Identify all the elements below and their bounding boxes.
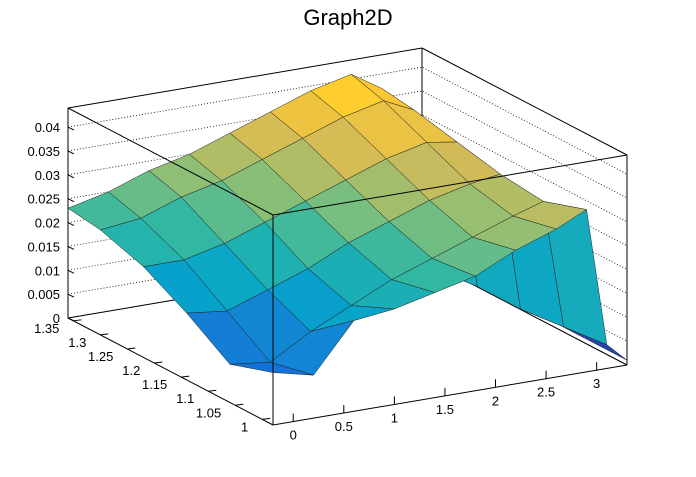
y-tick	[262, 417, 271, 420]
z-tick	[67, 150, 75, 155]
grid-line	[67, 66, 628, 175]
y-tick	[235, 403, 244, 406]
y-tick	[208, 389, 217, 392]
grid-line	[67, 90, 628, 199]
y-tick-label: 1	[241, 419, 248, 434]
z-tick-label: 0.005	[27, 287, 60, 302]
y-tick	[100, 333, 109, 336]
z-tick	[67, 198, 75, 203]
y-tick-label: 1.3	[68, 335, 86, 350]
z-tick-label: 0.04	[35, 120, 60, 135]
x-tick-label: 3	[593, 376, 600, 391]
y-tick-label: 1.1	[176, 391, 194, 406]
box-edge	[272, 154, 628, 216]
y-tick	[73, 319, 82, 322]
z-tick-label: 0	[53, 311, 60, 326]
grid-line	[67, 114, 628, 223]
x-tick-label: 1.5	[436, 402, 454, 417]
y-tick-label: 1.35	[34, 321, 59, 336]
y-tick-label: 1.25	[88, 349, 113, 364]
z-tick	[67, 245, 75, 250]
x-tick-label: 2.5	[537, 385, 555, 400]
x-tick-label: 0	[290, 428, 297, 443]
y-axis	[67, 317, 274, 426]
x-tick-label: 2	[492, 393, 499, 408]
z-tick-label: 0.015	[27, 239, 60, 254]
z-tick	[67, 269, 75, 274]
y-tick-label: 1.2	[122, 363, 140, 378]
y-tick	[154, 361, 163, 364]
z-tick-label: 0.01	[35, 263, 60, 278]
z-tick-label: 0.035	[27, 144, 60, 159]
chart-title: Graph2D	[303, 5, 392, 30]
y-tick	[127, 347, 136, 350]
box-edge	[421, 47, 628, 156]
surface-cell	[229, 361, 314, 376]
z-tick-label: 0.03	[35, 168, 60, 183]
y-tick-label: 1.05	[196, 405, 221, 420]
x-axis	[272, 364, 628, 426]
z-tick	[67, 126, 75, 131]
z-tick-label: 0.025	[27, 192, 60, 207]
box-edge	[67, 47, 423, 109]
x-tick-label: 1	[391, 410, 398, 425]
z-tick	[67, 222, 75, 226]
x-tick-label: 0.5	[335, 419, 353, 434]
grid-line	[67, 257, 628, 366]
box-edge	[67, 107, 274, 216]
z-tick-label: 0.02	[35, 216, 60, 231]
y-tick	[181, 375, 190, 378]
z-tick	[67, 293, 75, 298]
y-tick-label: 1.15	[142, 377, 167, 392]
z-tick	[67, 174, 75, 179]
